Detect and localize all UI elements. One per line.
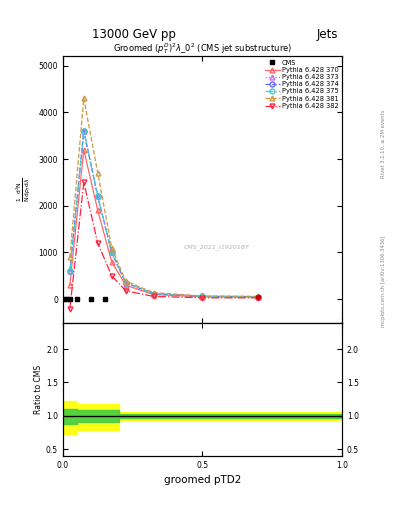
Pythia 6.428 374 <box>68 268 72 274</box>
Pythia 6.428 370 <box>151 291 156 297</box>
Pythia 6.428 370 <box>200 294 205 300</box>
Line: CMS: CMS <box>62 297 107 301</box>
Pythia 6.428 381 <box>109 245 114 251</box>
Text: CMS_2021_I1920187: CMS_2021_I1920187 <box>184 244 249 250</box>
Pythia 6.428 373 <box>200 293 205 300</box>
Legend: CMS, Pythia 6.428 370, Pythia 6.428 373, Pythia 6.428 374, Pythia 6.428 375, Pyt: CMS, Pythia 6.428 370, Pythia 6.428 373,… <box>264 58 340 110</box>
CMS <box>62 296 67 302</box>
Text: Jets: Jets <box>316 28 338 41</box>
Pythia 6.428 382 <box>200 295 205 301</box>
Pythia 6.428 374 <box>81 128 86 134</box>
Pythia 6.428 381 <box>200 293 205 299</box>
CMS <box>68 296 72 302</box>
Pythia 6.428 373 <box>151 290 156 296</box>
Pythia 6.428 373 <box>95 194 100 200</box>
Pythia 6.428 382 <box>109 273 114 279</box>
Pythia 6.428 381 <box>81 95 86 101</box>
Pythia 6.428 382 <box>151 293 156 300</box>
Pythia 6.428 375 <box>123 280 128 286</box>
Pythia 6.428 375 <box>95 194 100 200</box>
Pythia 6.428 374 <box>123 280 128 286</box>
Line: Pythia 6.428 375: Pythia 6.428 375 <box>68 129 261 299</box>
Pythia 6.428 375 <box>68 268 72 274</box>
Pythia 6.428 375 <box>109 249 114 255</box>
Pythia 6.428 374 <box>256 293 261 300</box>
CMS <box>75 296 79 302</box>
Pythia 6.428 381 <box>95 170 100 176</box>
Line: Pythia 6.428 382: Pythia 6.428 382 <box>68 180 261 311</box>
Pythia 6.428 374 <box>95 194 100 200</box>
Line: Pythia 6.428 370: Pythia 6.428 370 <box>68 147 261 300</box>
X-axis label: groomed pTD2: groomed pTD2 <box>164 475 241 485</box>
Y-axis label: Ratio to CMS: Ratio to CMS <box>34 365 43 414</box>
Pythia 6.428 370 <box>123 282 128 288</box>
Title: Groomed $(p_T^D)^2\lambda\_0^2$ (CMS jet substructure): Groomed $(p_T^D)^2\lambda\_0^2$ (CMS jet… <box>113 41 292 56</box>
Text: 13000 GeV pp: 13000 GeV pp <box>92 28 176 41</box>
Pythia 6.428 373 <box>81 128 86 134</box>
Line: Pythia 6.428 374: Pythia 6.428 374 <box>68 129 261 299</box>
Pythia 6.428 382 <box>256 295 261 301</box>
Pythia 6.428 373 <box>256 293 261 300</box>
Pythia 6.428 375 <box>200 293 205 300</box>
Pythia 6.428 373 <box>123 280 128 286</box>
Pythia 6.428 375 <box>151 290 156 296</box>
Pythia 6.428 370 <box>81 146 86 153</box>
Pythia 6.428 381 <box>151 290 156 296</box>
CMS <box>102 296 107 302</box>
Text: mcplots.cern.ch [arXiv:1306.3436]: mcplots.cern.ch [arXiv:1306.3436] <box>381 236 386 327</box>
Line: Pythia 6.428 373: Pythia 6.428 373 <box>68 129 261 299</box>
Pythia 6.428 373 <box>109 249 114 255</box>
Pythia 6.428 374 <box>151 290 156 296</box>
Pythia 6.428 382 <box>123 288 128 294</box>
Pythia 6.428 370 <box>109 259 114 265</box>
Pythia 6.428 375 <box>81 128 86 134</box>
Pythia 6.428 381 <box>68 254 72 260</box>
Pythia 6.428 374 <box>200 293 205 300</box>
Pythia 6.428 370 <box>68 282 72 288</box>
Pythia 6.428 373 <box>68 268 72 274</box>
Pythia 6.428 370 <box>256 294 261 300</box>
Pythia 6.428 382 <box>81 179 86 185</box>
Line: Pythia 6.428 381: Pythia 6.428 381 <box>68 96 261 299</box>
Pythia 6.428 382 <box>95 240 100 246</box>
Text: $\frac{1}{\mathrm{N}}\frac{\mathrm{d}^2\mathrm{N}}{\mathrm{d}p_T\mathrm{d}\lambd: $\frac{1}{\mathrm{N}}\frac{\mathrm{d}^2\… <box>15 177 33 202</box>
CMS <box>88 296 93 302</box>
Pythia 6.428 370 <box>95 207 100 214</box>
Pythia 6.428 375 <box>256 293 261 300</box>
Pythia 6.428 381 <box>256 293 261 300</box>
Pythia 6.428 381 <box>123 278 128 284</box>
Pythia 6.428 382 <box>68 306 72 312</box>
Pythia 6.428 374 <box>109 249 114 255</box>
CMS <box>65 296 70 302</box>
Text: Rivet 3.1.10, ≥ 2M events: Rivet 3.1.10, ≥ 2M events <box>381 109 386 178</box>
